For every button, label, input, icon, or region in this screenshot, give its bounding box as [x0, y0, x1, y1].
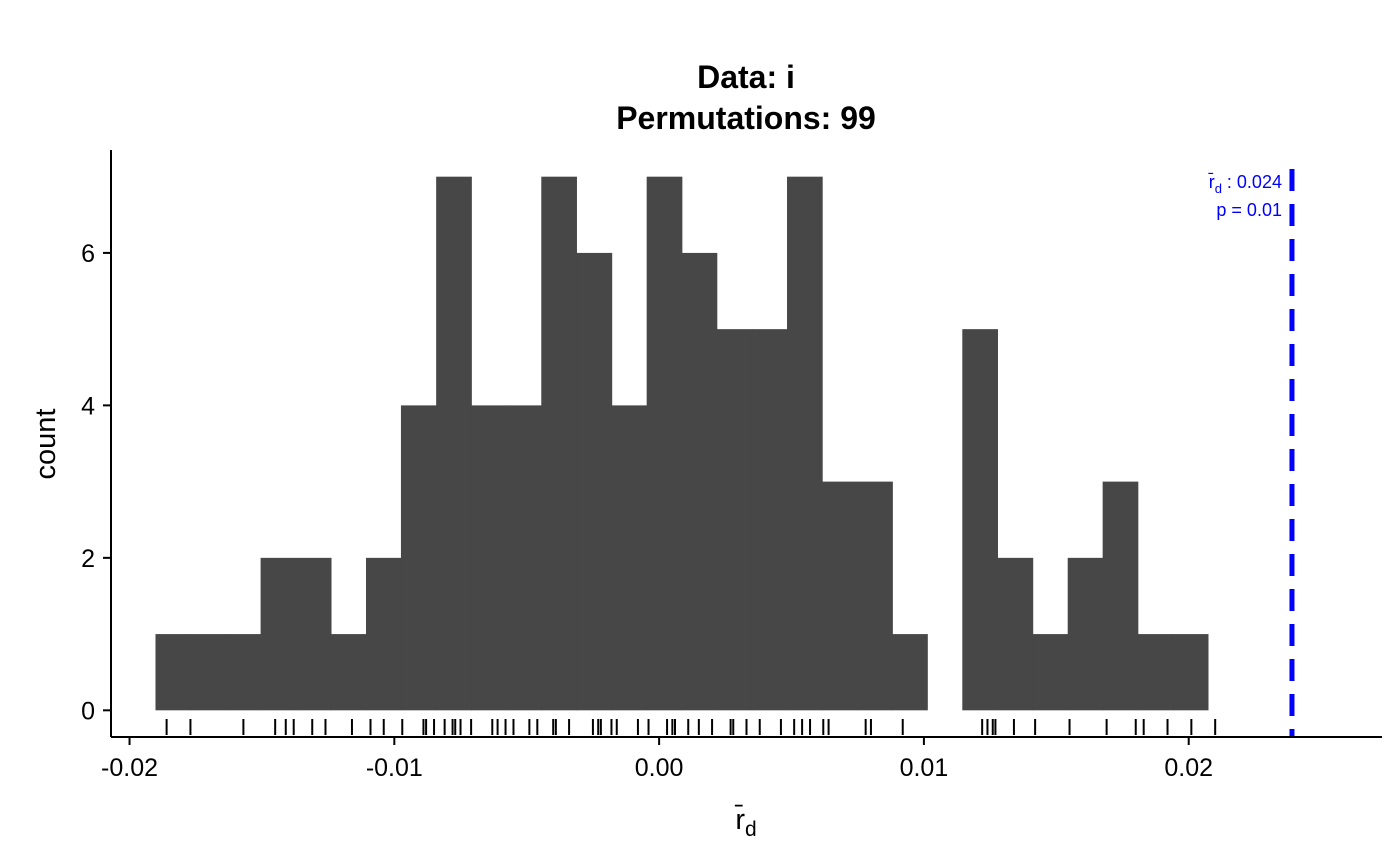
- histogram-bar-5: [330, 634, 367, 711]
- histogram-bar-7: [400, 405, 437, 711]
- x-tick-label-4: 0.02: [1164, 754, 1213, 782]
- histogram-bar-15: [681, 252, 718, 711]
- histogram-bar-16: [716, 329, 753, 711]
- y-tick-label-3: 6: [81, 240, 95, 268]
- histogram-bar-23: [962, 329, 998, 711]
- rug-marks: [165, 719, 1217, 735]
- x-axis-title-base: r̄: [735, 804, 746, 836]
- chart-title-line-2: Permutations: 99: [616, 100, 876, 136]
- histogram-bar-1: [190, 634, 227, 711]
- histogram-bar-20: [857, 481, 893, 711]
- x-tick-label-1: -0.01: [366, 754, 423, 782]
- histogram-bar-4: [295, 557, 332, 711]
- y-tick-label-0: 0: [81, 697, 95, 725]
- x-tick-label-0: -0.02: [101, 754, 158, 782]
- histogram-bar-14: [646, 176, 683, 711]
- axes: [110, 150, 1382, 738]
- x-tick-label-2: 0.00: [635, 754, 684, 782]
- histogram-bar-21: [892, 634, 928, 711]
- histogram-bar-6: [365, 557, 402, 711]
- observed-stat-symbol: r̄: [1208, 172, 1215, 192]
- x-axis-ticks: -0.02 -0.01 0.00 0.01 0.02: [101, 737, 1213, 782]
- chart-title-line-1: Data: i: [697, 59, 795, 95]
- x-axis-title: r̄d: [735, 804, 757, 841]
- observed-stat-value: : 0.024: [1222, 172, 1282, 192]
- histogram-bars: [155, 176, 1209, 711]
- observed-value-marker: r̄d : 0.024 p = 0.01: [1208, 169, 1295, 737]
- x-axis-title-subscript: d: [745, 818, 757, 841]
- y-axis-title: count: [30, 409, 62, 480]
- histogram-bar-3: [260, 557, 297, 711]
- histogram-bar-18: [787, 176, 823, 711]
- histogram-bar-0: [155, 634, 192, 711]
- chart-title: Data: i Permutations: 99: [616, 59, 876, 136]
- observed-stat-label: r̄d : 0.024: [1208, 172, 1282, 196]
- histogram-bar-28: [1137, 634, 1174, 711]
- histogram-bar-29: [1172, 634, 1209, 711]
- histogram-bar-27: [1102, 481, 1139, 711]
- histogram-bar-9: [471, 405, 507, 711]
- histogram-bar-13: [611, 405, 648, 711]
- histogram-bar-19: [821, 481, 858, 711]
- histogram-bar-25: [1032, 634, 1069, 711]
- y-tick-label-1: 2: [81, 545, 95, 573]
- histogram-bar-2: [225, 634, 262, 711]
- histogram-bar-26: [1067, 557, 1104, 711]
- observed-p-value-label: p = 0.01: [1216, 200, 1282, 220]
- histogram-bar-8: [436, 176, 472, 711]
- y-tick-label-2: 4: [81, 392, 95, 420]
- histogram-bar-24: [997, 557, 1034, 711]
- x-tick-label-3: 0.01: [900, 754, 949, 782]
- histogram-bar-17: [751, 329, 788, 711]
- observed-stat-subscript: d: [1215, 181, 1222, 196]
- y-axis-ticks: 0 2 4 6: [81, 240, 111, 725]
- histogram-bar-10: [506, 405, 543, 711]
- histogram-bar-11: [541, 176, 577, 711]
- histogram-bar-12: [576, 252, 613, 711]
